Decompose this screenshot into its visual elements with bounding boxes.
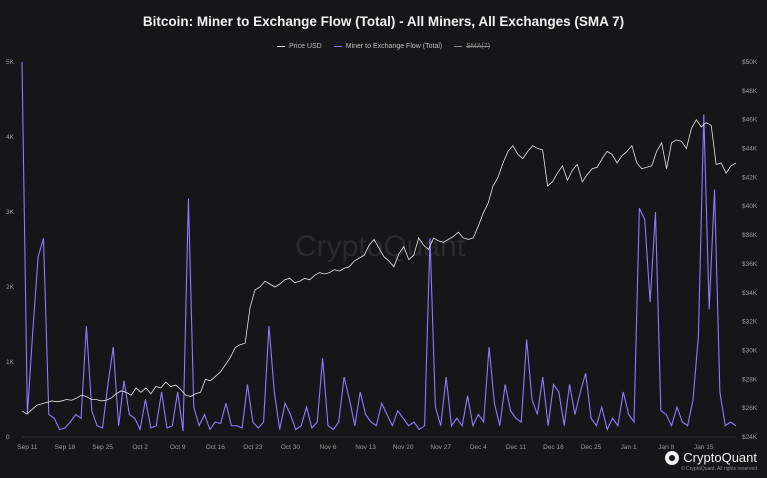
legend-item-flow[interactable]: Miner to Exchange Flow (Total) xyxy=(333,43,443,50)
right-tick-label: $46K xyxy=(742,117,758,124)
right-y-axis: $24K $26K $28K $30K $32K $34K $36K $38K $40K $42K… xyxy=(742,59,758,441)
left-tick-label: 3K xyxy=(6,209,15,216)
right-tick-label: $34K xyxy=(742,290,758,297)
x-tick-label: Nov 20 xyxy=(393,444,414,451)
x-tick-label: Nov 6 xyxy=(320,444,337,451)
legend-swatch-sma xyxy=(454,45,463,48)
right-tick-label: $26K xyxy=(742,405,758,412)
x-tick-label: Oct 23 xyxy=(243,444,263,451)
x-tick-label: Jan 15 xyxy=(694,444,714,451)
right-tick-label: $30K xyxy=(742,347,758,354)
legend-swatch-flow xyxy=(333,45,342,48)
x-tick-label: Sep 18 xyxy=(55,444,76,451)
right-tick-label: $48K xyxy=(742,88,758,95)
right-tick-label: $40K xyxy=(742,203,758,210)
chart-legend: Price USD Miner to Exchange Flow (Total)… xyxy=(0,43,767,50)
brand-logo-text: CryptoQuant xyxy=(665,450,757,465)
left-y-axis: 0 1K 2K 3K 4K 5K xyxy=(6,59,15,441)
x-tick-label: Oct 2 xyxy=(132,444,148,451)
x-tick-label: Oct 30 xyxy=(281,444,301,451)
chart-title: Bitcoin: Miner to Exchange Flow (Total) … xyxy=(142,14,625,29)
x-tick-label: Dec 18 xyxy=(543,444,564,451)
left-tick-label: 4K xyxy=(6,134,15,141)
legend-label-sma: SMA(7) xyxy=(466,43,490,50)
series-line-price xyxy=(21,118,737,415)
legend-item-sma[interactable]: SMA(7) xyxy=(454,43,490,50)
watermark-text: CryptoQuant xyxy=(295,230,466,263)
left-tick-label: 1K xyxy=(6,359,15,366)
cryptoquant-logo-icon xyxy=(665,450,680,465)
series-line-miner-flow xyxy=(21,61,737,432)
brand-name: CryptoQuant xyxy=(683,450,757,465)
right-tick-label: $38K xyxy=(742,232,758,239)
x-tick-label: Dec 11 xyxy=(506,444,526,451)
legend-label-price: Price USD xyxy=(289,43,322,50)
x-tick-label: Nov 27 xyxy=(430,444,451,451)
left-tick-label: 0 xyxy=(6,434,10,441)
right-tick-label: $36K xyxy=(742,261,758,268)
brand-block: CryptoQuant © CryptoQuant. All rights re… xyxy=(665,450,757,472)
x-tick-label: Sep 11 xyxy=(17,444,38,451)
left-tick-label: 2K xyxy=(6,284,15,291)
right-tick-label: $50K xyxy=(742,59,758,66)
x-tick-label: Jan 8 xyxy=(658,444,674,451)
legend-label-flow: Miner to Exchange Flow (Total) xyxy=(345,43,443,50)
legend-swatch-price xyxy=(277,45,286,48)
right-tick-label: $32K xyxy=(742,319,758,326)
x-tick-label: Oct 9 xyxy=(170,444,186,451)
brand-copyright: © CryptoQuant. All rights reserved xyxy=(681,466,757,472)
x-tick-label: Sep 25 xyxy=(92,444,113,451)
legend-item-price[interactable]: Price USD xyxy=(277,43,322,50)
right-tick-label: $44K xyxy=(742,146,758,153)
right-tick-label: $42K xyxy=(742,174,758,181)
right-tick-label: $28K xyxy=(742,376,758,383)
x-tick-label: Dec 4 xyxy=(470,444,487,451)
left-tick-label: 5K xyxy=(6,59,15,66)
x-tick-label: Dec 25 xyxy=(581,444,602,451)
x-tick-label: Nov 13 xyxy=(355,444,376,451)
x-axis: Sep 11 Sep 18 Sep 25 Oct 2 Oct 9 Oct 16 Oct 23… xyxy=(17,444,714,451)
x-tick-label: Jan 1 xyxy=(621,444,637,451)
right-tick-label: $24K xyxy=(742,434,758,441)
x-tick-label: Oct 16 xyxy=(206,444,226,451)
